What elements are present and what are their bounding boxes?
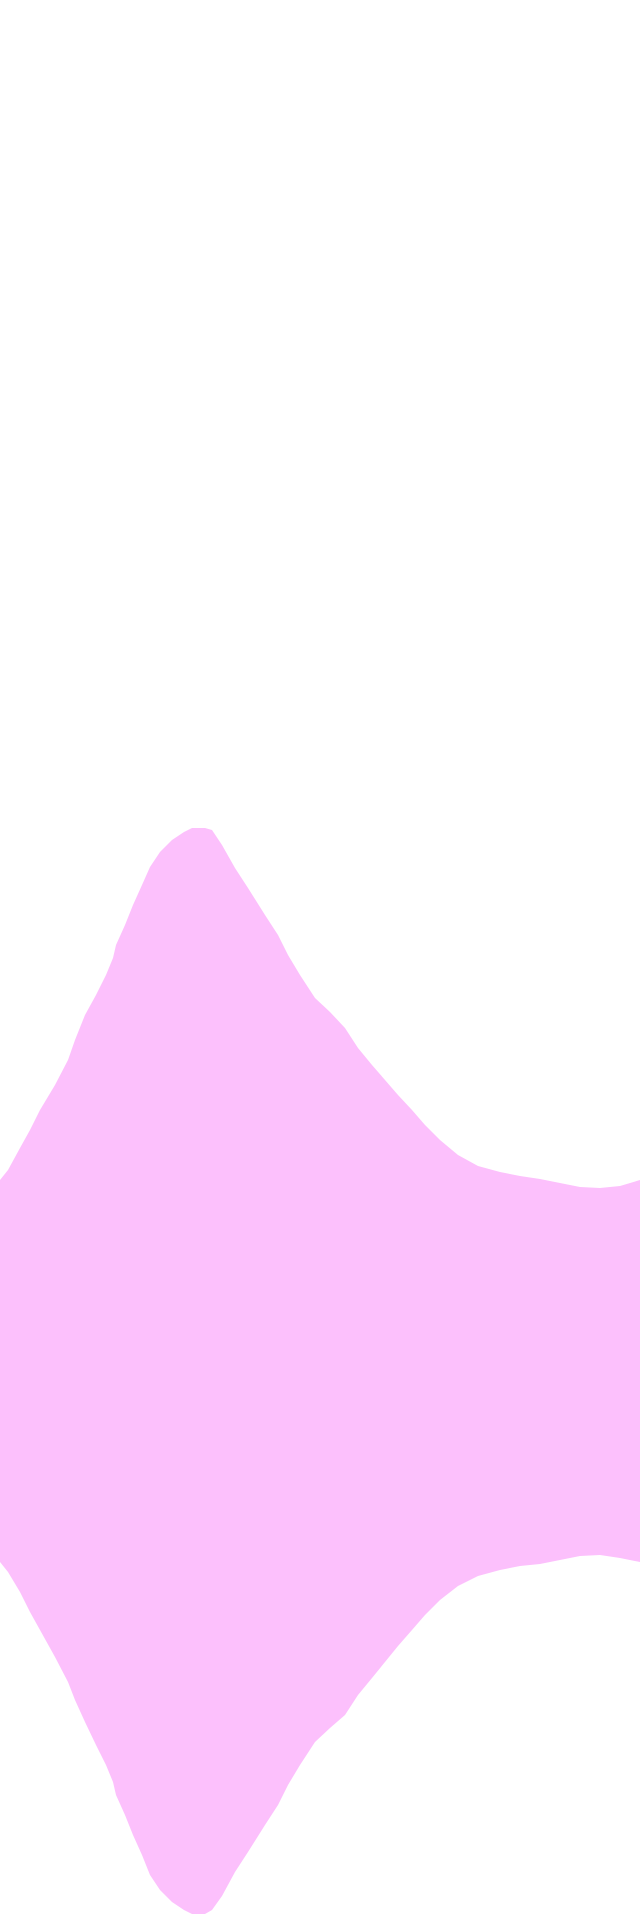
pink-blob-shape [0, 828, 640, 1914]
